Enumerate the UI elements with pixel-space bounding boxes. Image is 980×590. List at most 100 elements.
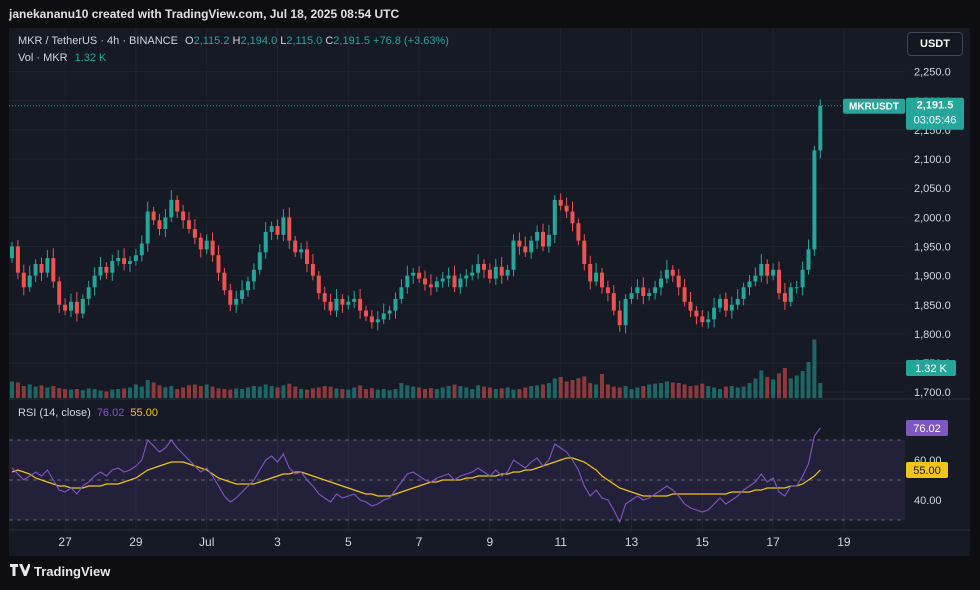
volume-bar xyxy=(659,383,663,398)
volume-bar xyxy=(63,389,68,398)
volume-bar xyxy=(541,384,545,398)
price-tick-label: 2,050.0 xyxy=(914,183,951,195)
volume-tag xyxy=(906,360,956,376)
volume-bar xyxy=(169,386,174,398)
candle-body xyxy=(476,263,481,273)
candle-body xyxy=(517,240,522,247)
volume-bar xyxy=(352,387,357,398)
volume-bar xyxy=(287,383,292,398)
candle-body xyxy=(676,275,681,288)
candle-body xyxy=(535,231,540,241)
volume-bar xyxy=(381,389,386,398)
volume-bar xyxy=(263,384,268,398)
symbol-tag xyxy=(843,98,905,114)
volume-bar xyxy=(139,386,144,398)
volume-bar xyxy=(411,386,416,398)
candle-body xyxy=(352,298,357,302)
candle-body xyxy=(600,272,604,288)
candle-body xyxy=(269,226,274,232)
candle-body xyxy=(735,298,740,305)
volume-bar xyxy=(57,388,62,398)
volume-bar xyxy=(128,387,132,398)
candle-body xyxy=(334,298,339,311)
volume-bar xyxy=(181,387,186,398)
brand-name: TradingView xyxy=(34,564,111,579)
volume-bar xyxy=(175,389,180,398)
volume-bar xyxy=(45,387,50,398)
volume-bar xyxy=(369,388,374,398)
candle-body xyxy=(375,319,380,323)
candle-body xyxy=(446,275,451,279)
volume-bar xyxy=(299,389,304,398)
volume-bar xyxy=(600,374,604,398)
rsi-lines xyxy=(11,427,821,524)
volume-bar xyxy=(33,386,38,398)
currency-unit-button[interactable]: USDT xyxy=(907,32,963,56)
candle-body xyxy=(788,287,793,302)
volume-bar xyxy=(222,389,227,398)
top-bar: janekananu10 created with TradingView.co… xyxy=(0,0,980,28)
time-tick-label: Jul xyxy=(199,535,214,549)
rsi-value-tag xyxy=(906,419,948,436)
volume-bar xyxy=(80,390,85,398)
volume-bar xyxy=(712,387,717,398)
candle-body xyxy=(723,298,728,311)
volume-bar xyxy=(399,383,404,398)
candle-body xyxy=(21,272,26,288)
volume-bar xyxy=(576,378,581,398)
price-tick-label: 1,800.0 xyxy=(914,329,951,341)
footer-brand[interactable]: TradingView xyxy=(10,564,110,579)
volume-bar xyxy=(676,383,681,398)
rsi-ma-line xyxy=(11,457,821,497)
candle-body xyxy=(812,150,817,250)
candle-body xyxy=(564,205,569,212)
volume-bar xyxy=(116,389,121,398)
candle-body xyxy=(670,269,675,276)
volume-bar xyxy=(104,391,109,398)
candle-body xyxy=(381,313,386,320)
candle-body xyxy=(405,275,410,288)
candle-body xyxy=(747,281,752,288)
candle-body xyxy=(234,298,239,305)
volume-bar xyxy=(723,386,728,398)
volume-bar xyxy=(334,388,339,398)
candle-body xyxy=(387,310,392,314)
candle-body xyxy=(570,211,575,224)
low-label: L xyxy=(280,35,287,47)
candle-body xyxy=(552,199,557,235)
candle-body xyxy=(594,272,599,282)
candle-body xyxy=(51,258,56,282)
candle-body xyxy=(322,293,327,302)
candle-body xyxy=(664,269,669,279)
volume-bar xyxy=(511,389,516,398)
candle-body xyxy=(411,272,416,276)
time-tick-label: 15 xyxy=(696,535,710,549)
candle-body xyxy=(133,255,138,262)
volume-bar xyxy=(21,386,26,398)
candle-body xyxy=(27,275,32,288)
symbol-tag-label: MKRUSDT xyxy=(849,102,899,113)
candle-body xyxy=(45,258,50,273)
volume-bar xyxy=(812,339,817,398)
candle-body xyxy=(493,266,498,279)
candle-body xyxy=(777,269,781,294)
tradingview-logo-icon xyxy=(10,564,31,579)
candle-body xyxy=(346,301,351,305)
rsi-value: 76.02 xyxy=(96,407,125,419)
candle-body xyxy=(116,258,121,262)
last-price-value: 2,191.5 xyxy=(917,100,954,112)
axis-tags: MKRUSDT 2,191.5 03:05:46 1.32 K 76.02 55.00 xyxy=(843,97,964,478)
volume-bar xyxy=(51,386,56,398)
candle-body xyxy=(74,301,79,314)
rsi-value-tag-label: 76.02 xyxy=(913,423,941,435)
candle-body xyxy=(305,249,309,264)
candle-body xyxy=(33,263,38,276)
candle-body xyxy=(281,217,286,235)
candle-body xyxy=(605,287,610,294)
candle-body xyxy=(169,199,174,218)
open-value: 2,115.2 xyxy=(193,35,230,47)
rsi-legend: RSI (14, close) 76.02 55.00 xyxy=(18,407,158,419)
price-tick-label: 2,100.0 xyxy=(914,154,951,166)
candle-body xyxy=(759,263,764,276)
